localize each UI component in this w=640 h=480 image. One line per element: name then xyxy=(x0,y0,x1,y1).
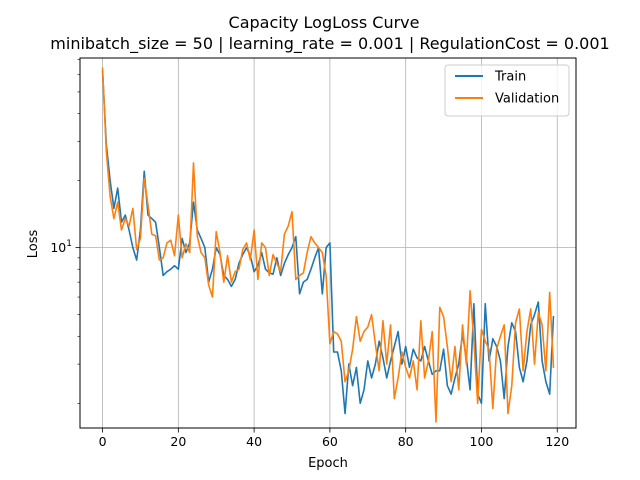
axis-ticks: 0 20 40 60 80 100 120 101 xyxy=(50,59,569,449)
chart-subtitle: minibatch_size = 50 | learning_rate = 0.… xyxy=(50,34,609,54)
chart-title: Capacity LogLoss Curve xyxy=(229,13,420,32)
x-tick-label: 0 xyxy=(99,434,107,449)
legend-label-validation: Validation xyxy=(495,92,559,107)
x-axis-label: Epoch xyxy=(308,456,348,471)
plot-frame xyxy=(79,57,577,429)
y-axis-label: Loss xyxy=(26,230,41,259)
series-lines xyxy=(101,67,555,423)
x-tick-label: 20 xyxy=(170,434,186,449)
grid xyxy=(80,58,576,428)
y-tick-label: 101 xyxy=(50,239,72,255)
legend: Train Validation xyxy=(444,64,570,117)
legend-box xyxy=(444,64,570,117)
x-tick-label: 60 xyxy=(322,434,338,449)
x-tick-label: 100 xyxy=(470,434,494,449)
x-tick-label: 40 xyxy=(246,434,262,449)
x-tick-label: 80 xyxy=(398,434,414,449)
x-tick-label: 120 xyxy=(545,434,569,449)
legend-label-train: Train xyxy=(494,70,526,85)
series-line-validation xyxy=(101,67,555,423)
